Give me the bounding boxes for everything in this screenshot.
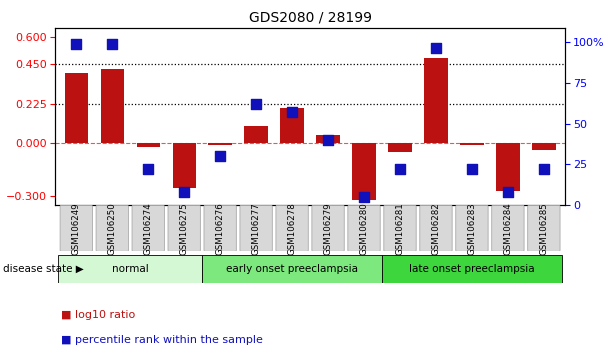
Text: GSM106275: GSM106275 — [180, 202, 188, 255]
Bar — [209, 143, 232, 145]
FancyBboxPatch shape — [348, 205, 380, 251]
Bar — [424, 58, 447, 143]
Bar — [532, 143, 556, 150]
FancyBboxPatch shape — [420, 205, 452, 251]
Text: GSM106282: GSM106282 — [432, 202, 440, 255]
Text: ■ percentile rank within the sample: ■ percentile rank within the sample — [61, 335, 263, 345]
Text: GSM106285: GSM106285 — [539, 202, 548, 255]
Text: GSM106250: GSM106250 — [108, 202, 117, 255]
Text: GSM106277: GSM106277 — [252, 202, 261, 255]
Point — [287, 109, 297, 115]
FancyBboxPatch shape — [384, 205, 416, 251]
Text: disease state ▶: disease state ▶ — [3, 264, 84, 274]
Point — [108, 41, 117, 46]
Bar — [58, 255, 202, 283]
Point — [467, 166, 477, 172]
Text: GSM106276: GSM106276 — [216, 202, 225, 255]
FancyBboxPatch shape — [312, 205, 344, 251]
Point — [539, 166, 549, 172]
Text: ■ log10 ratio: ■ log10 ratio — [61, 310, 135, 320]
Point — [359, 194, 369, 200]
FancyBboxPatch shape — [240, 205, 272, 251]
Point — [323, 137, 333, 143]
Point — [179, 189, 189, 195]
Bar — [173, 143, 196, 188]
Bar — [496, 143, 520, 191]
Bar — [389, 143, 412, 152]
Bar — [64, 73, 88, 143]
Bar — [460, 143, 483, 145]
FancyBboxPatch shape — [492, 205, 524, 251]
FancyBboxPatch shape — [168, 205, 201, 251]
Text: GSM106280: GSM106280 — [359, 202, 368, 255]
Point — [503, 189, 513, 195]
Bar — [280, 108, 304, 143]
FancyBboxPatch shape — [60, 205, 92, 251]
Text: GSM106249: GSM106249 — [72, 202, 81, 255]
Text: GSM106281: GSM106281 — [395, 202, 404, 255]
FancyBboxPatch shape — [132, 205, 164, 251]
FancyBboxPatch shape — [528, 205, 560, 251]
Text: GSM106278: GSM106278 — [288, 202, 297, 255]
Point — [431, 46, 441, 51]
FancyBboxPatch shape — [276, 205, 308, 251]
Text: GSM106283: GSM106283 — [468, 202, 477, 255]
Text: GSM106284: GSM106284 — [503, 202, 513, 255]
Point — [251, 101, 261, 107]
FancyBboxPatch shape — [204, 205, 237, 251]
Bar — [244, 126, 268, 143]
Text: normal: normal — [112, 264, 148, 274]
Text: GSM106274: GSM106274 — [143, 202, 153, 255]
Point — [215, 154, 225, 159]
Bar — [382, 255, 562, 283]
Text: GSM106279: GSM106279 — [323, 202, 333, 255]
Point — [71, 41, 81, 46]
Bar — [137, 143, 160, 147]
Point — [143, 166, 153, 172]
Title: GDS2080 / 28199: GDS2080 / 28199 — [249, 10, 371, 24]
Bar — [202, 255, 382, 283]
Text: early onset preeclampsia: early onset preeclampsia — [226, 264, 358, 274]
FancyBboxPatch shape — [96, 205, 128, 251]
Text: late onset preeclampsia: late onset preeclampsia — [409, 264, 535, 274]
Bar — [100, 69, 124, 143]
Bar — [353, 143, 376, 200]
Bar — [316, 135, 340, 143]
FancyBboxPatch shape — [456, 205, 488, 251]
Point — [395, 166, 405, 172]
